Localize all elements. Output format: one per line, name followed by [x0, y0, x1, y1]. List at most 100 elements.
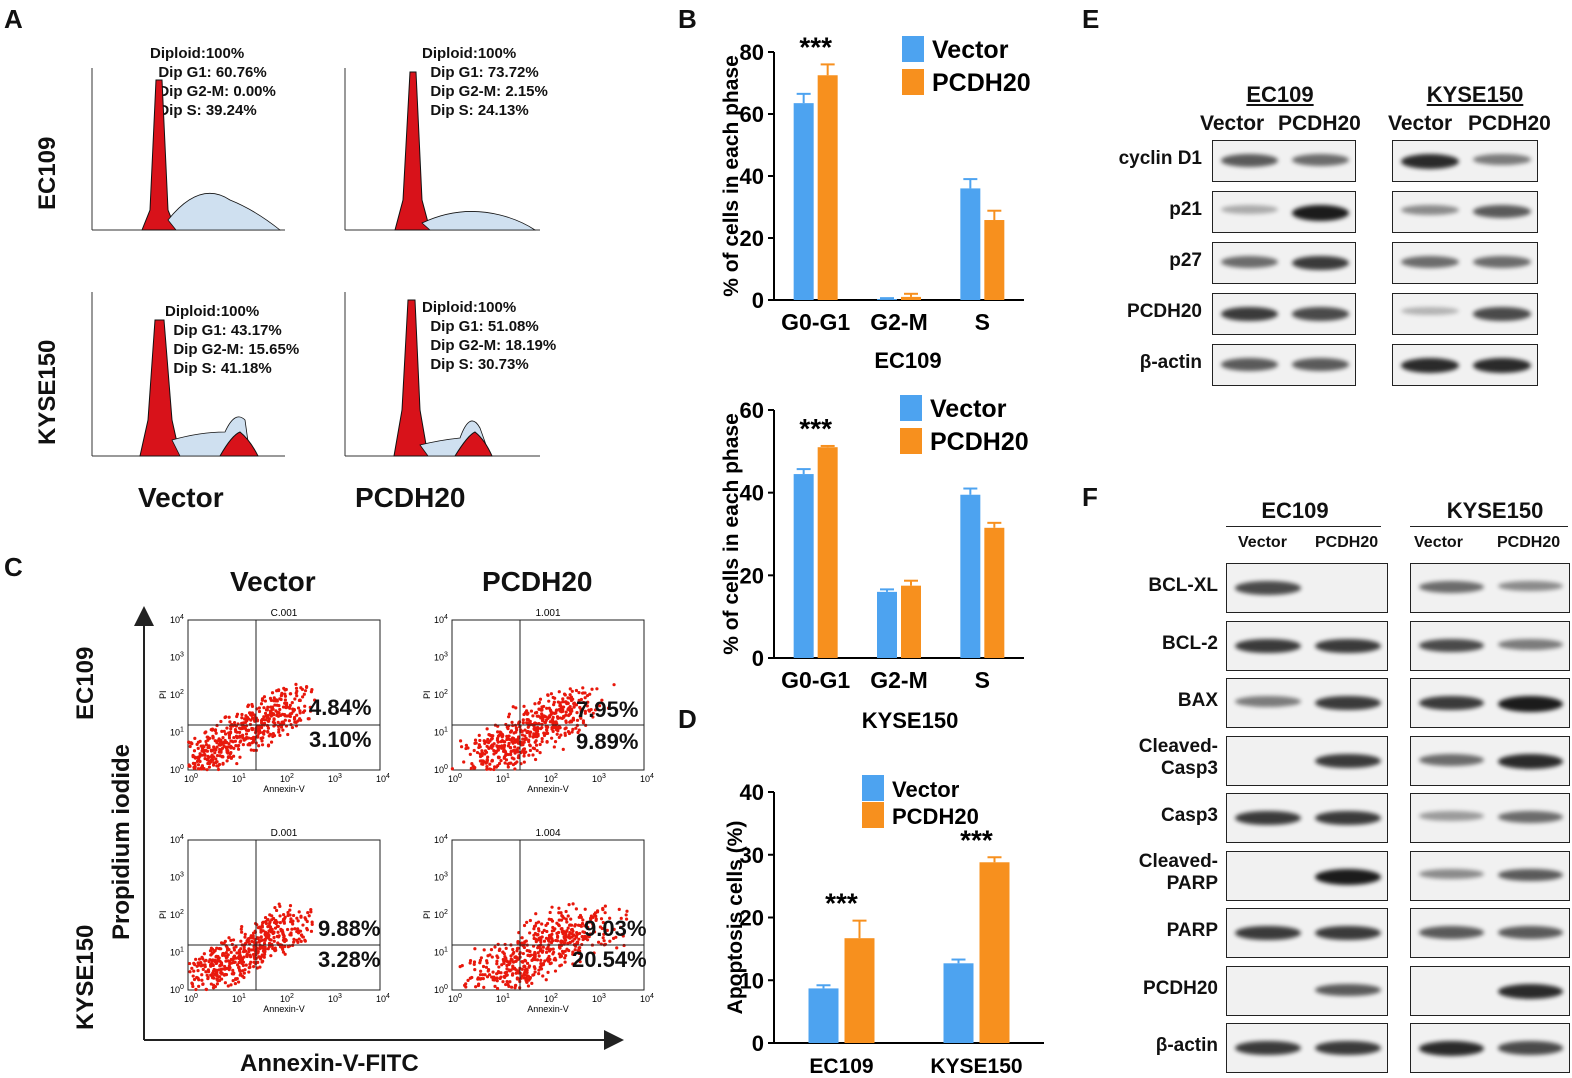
event-dot [526, 721, 530, 725]
event-dot [555, 722, 559, 726]
event-dot [520, 729, 524, 734]
event-dot [532, 924, 537, 928]
blot-band [1221, 358, 1278, 371]
event-dot [602, 932, 606, 936]
event-dot [485, 959, 489, 963]
event-dot [540, 739, 544, 744]
blot-strip-left [1226, 908, 1388, 958]
event-dot [257, 731, 261, 735]
event-dot [469, 766, 473, 770]
blot-band [1235, 1041, 1301, 1056]
event-dot [204, 743, 208, 747]
event-dot [262, 721, 267, 726]
event-dot [256, 960, 260, 964]
event-dot [574, 907, 578, 911]
event-dot [289, 920, 293, 924]
event-dot [528, 918, 532, 923]
event-dot [578, 931, 582, 936]
event-dot [557, 911, 561, 915]
event-dot [554, 958, 558, 962]
event-dot [580, 691, 585, 695]
event-dot [553, 740, 558, 744]
category-label: S [975, 309, 990, 335]
event-dot [291, 913, 296, 918]
event-dot [545, 731, 550, 735]
blot-band [1315, 868, 1381, 885]
event-dot [515, 748, 519, 752]
event-dot [221, 741, 226, 745]
blot-band [1292, 307, 1349, 321]
panel-e-kyse150-pcdh20: PCDH20 [1468, 112, 1551, 135]
event-dot [540, 722, 544, 727]
event-dot [547, 715, 552, 719]
event-dot [537, 972, 541, 976]
legend-swatch-vector [862, 775, 884, 801]
blot-strip-right [1392, 191, 1538, 233]
event-dot [500, 744, 504, 748]
event-dot [563, 956, 567, 960]
event-dot [528, 931, 532, 935]
event-dot [513, 767, 517, 771]
panel-c-x-axis-label: Annexin-V-FITC [240, 1050, 419, 1077]
y-tick-label: 102 [434, 689, 448, 700]
event-dot [208, 760, 213, 764]
blot-label-p21: p21 [1169, 199, 1202, 220]
event-dot [538, 742, 542, 747]
event-dot [272, 717, 276, 721]
event-dot [269, 740, 274, 744]
event-dot [573, 923, 577, 927]
event-dot [290, 725, 295, 730]
event-dot [194, 987, 198, 992]
panel-e-ec109-header: EC109 [1246, 82, 1314, 107]
event-dot [204, 730, 208, 734]
event-dot [532, 733, 536, 737]
event-dot [278, 921, 282, 925]
event-dot [522, 976, 526, 980]
event-dot [204, 970, 208, 974]
event-dot [206, 968, 210, 972]
event-dot [571, 718, 576, 722]
bar-vector-g0-g1 [793, 474, 814, 658]
event-dot [493, 945, 497, 949]
event-dot [533, 721, 537, 725]
blot-strip-left [1212, 191, 1356, 233]
event-dot [470, 762, 474, 766]
event-dot [223, 738, 227, 743]
event-dot [305, 928, 309, 932]
event-dot [537, 920, 541, 924]
event-dot [579, 709, 583, 713]
event-dot [219, 961, 224, 965]
event-dot [223, 964, 227, 969]
event-dot [591, 715, 595, 719]
bar-vector-s [960, 494, 981, 658]
event-dot [589, 914, 593, 918]
event-dot [209, 946, 214, 950]
event-dot [238, 958, 243, 963]
event-dot [273, 926, 278, 930]
event-dot [259, 702, 264, 706]
event-dot [549, 918, 553, 922]
event-dot [601, 920, 605, 925]
event-dot [488, 733, 492, 737]
event-dot [520, 733, 525, 737]
event-dot [544, 724, 548, 729]
event-dot [485, 765, 489, 769]
event-dot [272, 935, 276, 940]
event-dot [215, 754, 220, 758]
event-dot [260, 925, 264, 929]
event-dot [512, 757, 516, 761]
event-dot [540, 712, 544, 716]
event-dot [564, 930, 568, 934]
event-dot [295, 916, 299, 920]
event-dot [584, 924, 588, 928]
event-dot [240, 712, 244, 717]
event-dot [515, 976, 519, 980]
event-dot [277, 688, 281, 692]
event-dot [498, 976, 502, 981]
event-dot [244, 720, 248, 724]
histogram-kyse150-vector [91, 292, 285, 457]
event-dot [269, 712, 273, 717]
event-dot [206, 745, 210, 750]
